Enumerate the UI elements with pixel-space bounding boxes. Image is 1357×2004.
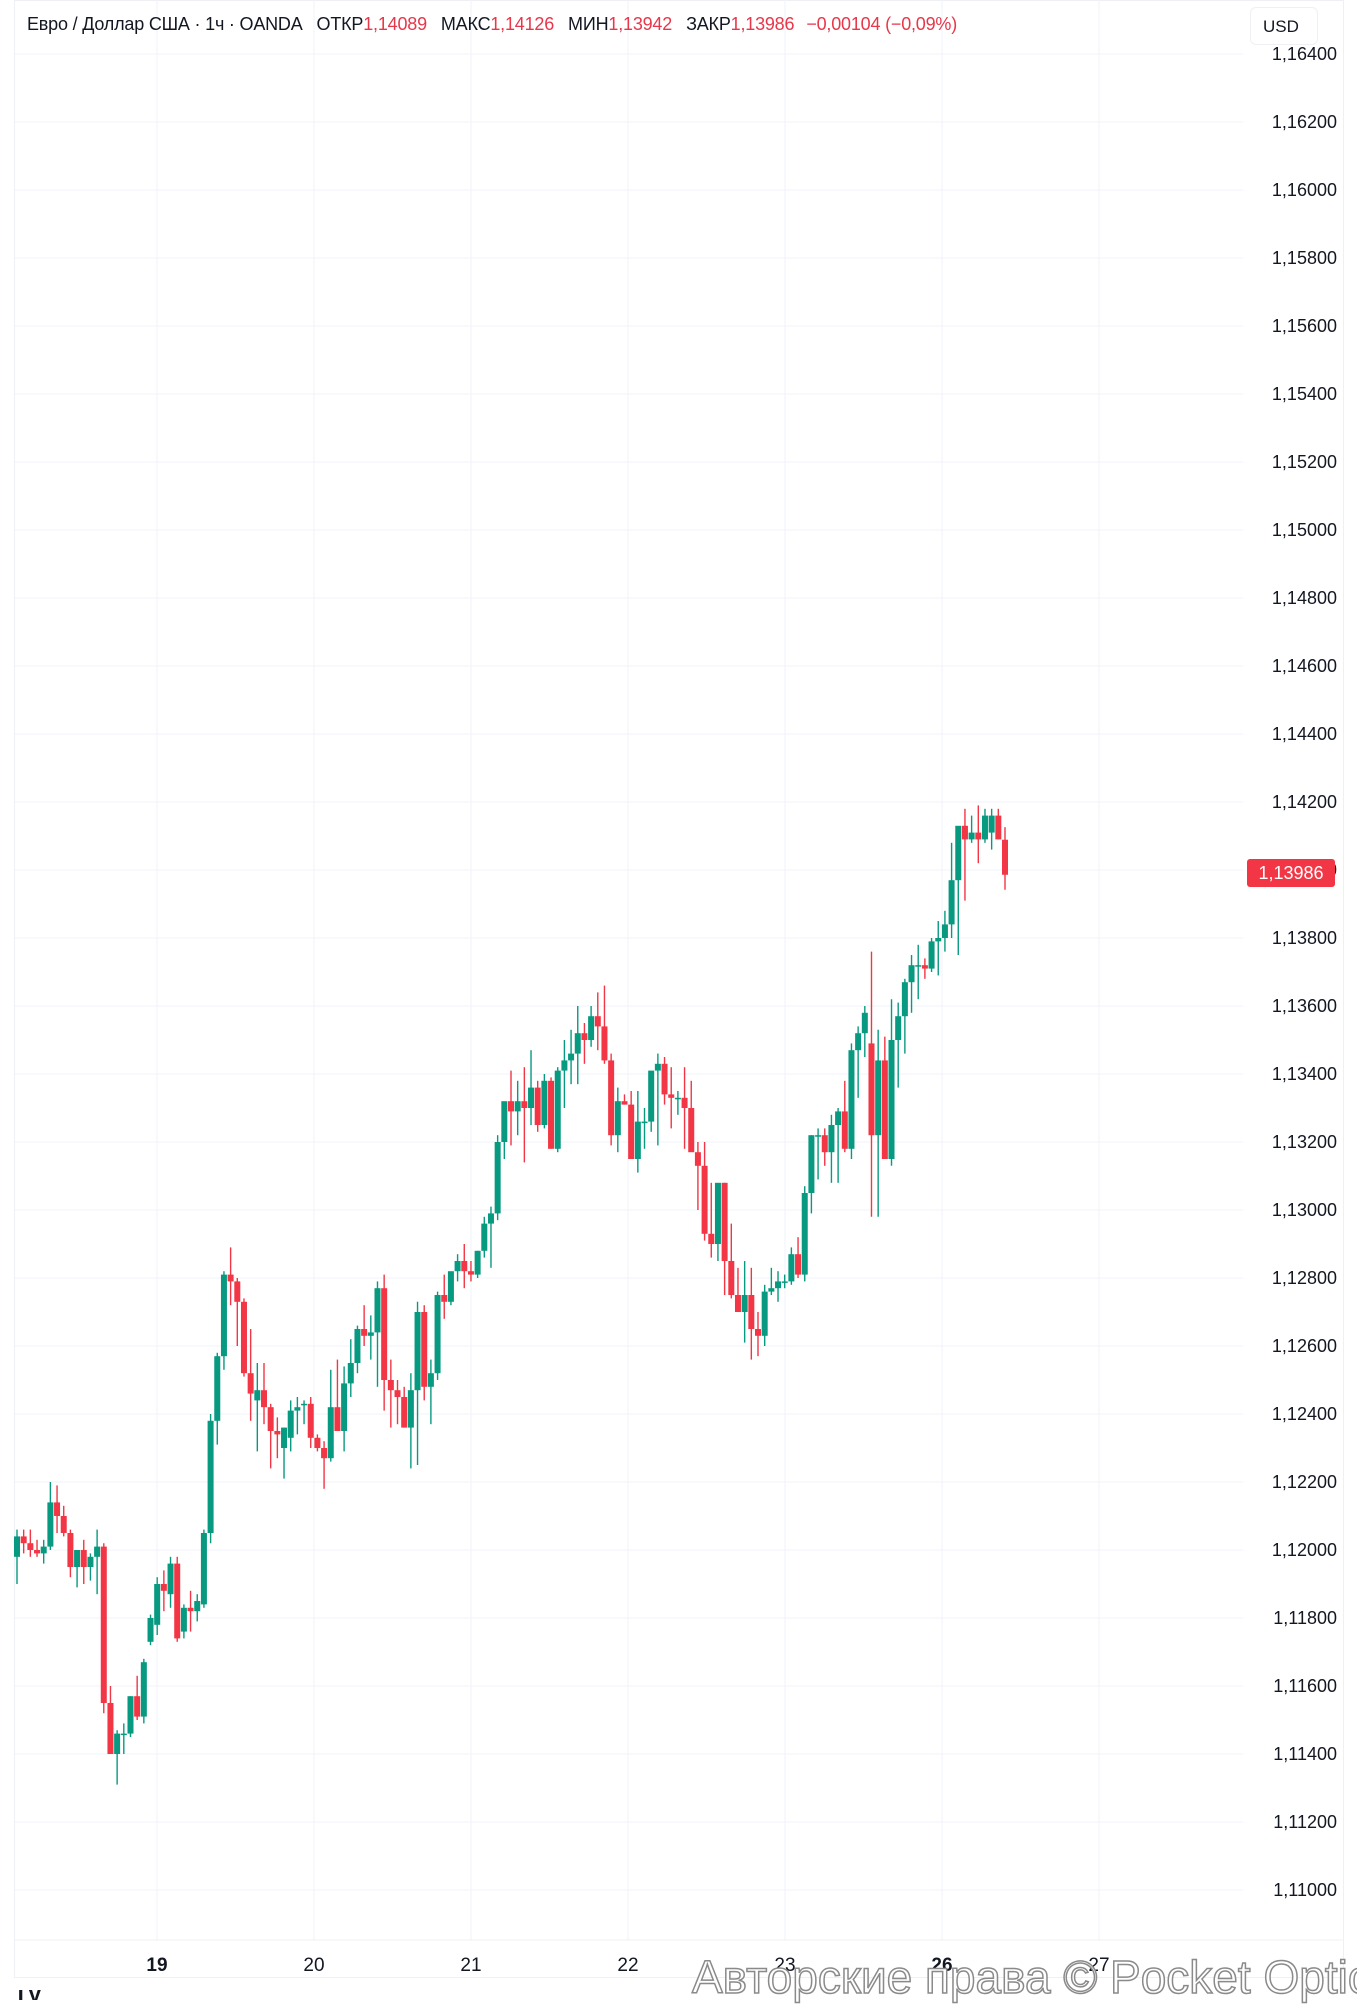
price-tick-label: 1,13800	[1272, 928, 1337, 948]
time-tick-label: 27	[1088, 1955, 1109, 1976]
price-tick-label: 1,11200	[1273, 1812, 1337, 1832]
price-tick-label: 1,11800	[1273, 1608, 1337, 1628]
chart-grid	[15, 0, 1343, 1941]
price-tick-label: 1,12200	[1272, 1472, 1337, 1492]
price-tick-label: 1,11400	[1273, 1744, 1337, 1764]
price-tick-label: 1,12600	[1272, 1336, 1337, 1356]
time-tick-label: 20	[303, 1955, 324, 1976]
close-label: ЗАКР	[686, 13, 731, 34]
high-label: МАКС	[440, 13, 491, 34]
price-tick-label: 1,16400	[1272, 44, 1337, 64]
price-tick-label: 1,13600	[1272, 996, 1337, 1016]
time-tick-label: 21	[460, 1955, 481, 1976]
price-tick-label: 1,12400	[1272, 1404, 1337, 1424]
time-axis[interactable]: 19 20 21 22 23 26 27	[146, 1955, 1109, 1976]
time-tick-label: 23	[774, 1955, 795, 1976]
price-tick-label: 1,15200	[1272, 452, 1337, 472]
high-value: 1,14126	[490, 13, 555, 34]
low-value: 1,13942	[608, 13, 673, 34]
time-tick-label: 19	[146, 1955, 167, 1976]
change-value: −0,00104 (−0,09%)	[806, 13, 958, 34]
price-tick-label: 1,12800	[1272, 1268, 1337, 1288]
price-tick-label: 1,14400	[1272, 724, 1337, 744]
price-tick-label: 1,13000	[1272, 1200, 1337, 1220]
price-tick-label: 1,11600	[1273, 1676, 1337, 1696]
close-value: 1,13986	[730, 13, 795, 34]
low-label: МИН	[568, 13, 609, 34]
time-tick-label: 26	[931, 1955, 952, 1976]
price-axis[interactable]: 1,16400 1,16200 1,16000 1,15800 1,15600 1,154…	[1272, 44, 1337, 1900]
chart-frame	[14, 0, 1344, 1978]
time-tick-label: 22	[617, 1955, 638, 1976]
price-tick-label: 1,15800	[1272, 248, 1337, 268]
watermark: Авторские права © Pocket Option	[691, 1950, 1357, 2004]
open-value: 1,14089	[363, 13, 427, 34]
tradingview-logo-icon[interactable]: TV	[14, 1990, 48, 2000]
candles	[14, 805, 1008, 1785]
last-price-label: 1,13986	[1247, 859, 1335, 887]
currency-button[interactable]: USD	[1250, 7, 1318, 45]
symbol-legend: Евро / Доллар США · 1ч · OANDA ОТКР 1,140…	[27, 12, 957, 36]
price-tick-label: 1,14600	[1272, 656, 1337, 676]
price-tick-label: 1,13200	[1272, 1132, 1337, 1152]
price-tick-label: 1,13400	[1272, 1064, 1337, 1084]
price-tick-label: 1,14200	[1272, 792, 1337, 812]
price-tick-label: 1,14800	[1272, 588, 1337, 608]
symbol-title[interactable]: Евро / Доллар США · 1ч · OANDA	[27, 13, 303, 34]
price-tick-label: 1,15600	[1272, 316, 1337, 336]
price-tick-label: 1,16000	[1272, 180, 1337, 200]
open-label: ОТКР	[316, 13, 364, 34]
price-tick-label: 1,12000	[1272, 1540, 1337, 1560]
price-tick-label: 1,15400	[1272, 384, 1337, 404]
price-tick-label: 1,11000	[1273, 1880, 1337, 1900]
price-tick-label: 1,15000	[1272, 520, 1337, 540]
price-tick-label: 1,16200	[1272, 112, 1337, 132]
